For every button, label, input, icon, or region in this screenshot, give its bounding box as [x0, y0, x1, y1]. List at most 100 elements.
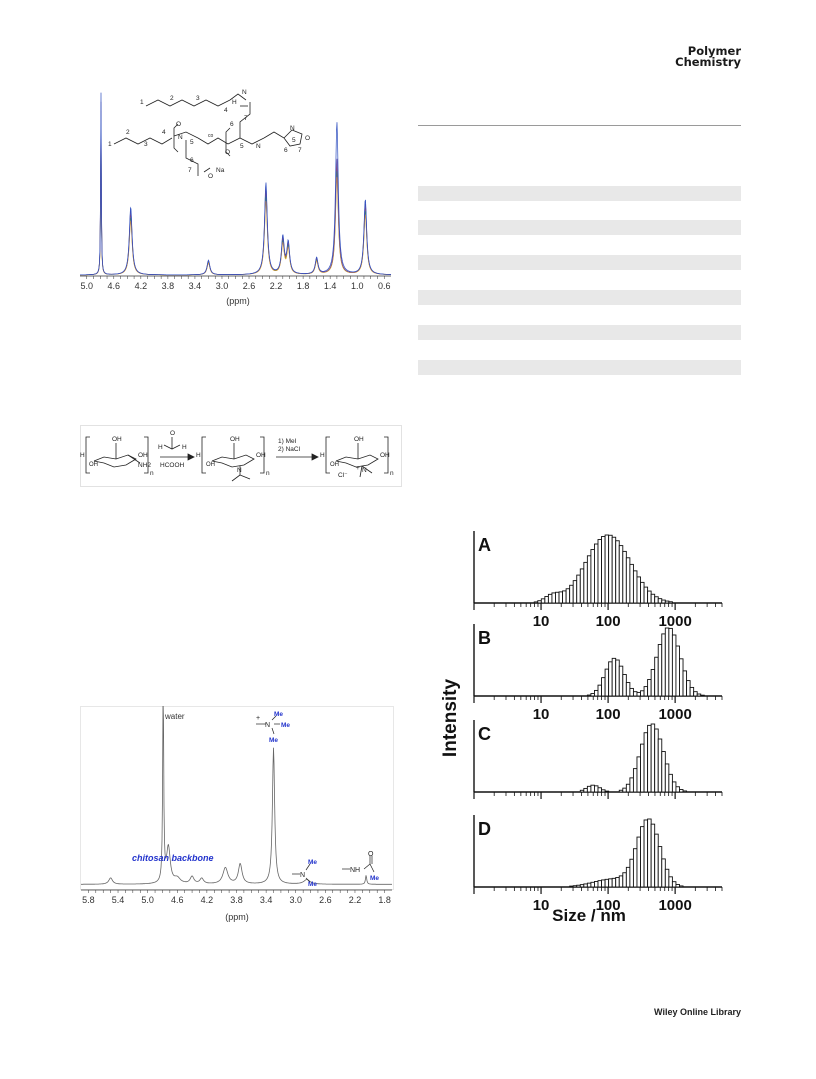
histogram-bar [579, 884, 585, 888]
tick-label: 1.4 [324, 281, 337, 291]
tick-label: 1.0 [351, 281, 364, 291]
tick-label: 5.4 [112, 895, 125, 905]
tick-label: 3.8 [162, 281, 175, 291]
position-number: 1 [108, 141, 112, 148]
atom-label: Na [216, 167, 225, 174]
dls-size-distribution: A 10 100 1000 B 10 100 1000 C D 10 100 1000 Intensit… [440, 531, 723, 925]
histogram-bar [657, 598, 663, 604]
position-number: 3 [144, 141, 148, 148]
histogram-bar [551, 592, 556, 604]
atom-label: OH [354, 436, 364, 443]
histogram-bar [533, 601, 539, 604]
histogram-bar [682, 670, 688, 697]
atom-label: NH [350, 867, 360, 874]
structure-atom-labels: N H N O O Na co O N N O [176, 89, 310, 180]
position-number: 6 [230, 121, 234, 128]
peak-label: 7 [263, 88, 269, 91]
spectrum-line [81, 706, 392, 885]
atom-label: H [232, 99, 237, 106]
histogram-bar [682, 790, 688, 793]
scheme-bonds [85, 436, 389, 482]
histogram-bar [661, 858, 666, 888]
atom-label: OH [89, 462, 98, 468]
histogram-bar [643, 586, 649, 604]
histogram-bar [643, 686, 649, 697]
atom-label: OH [380, 452, 390, 459]
histogram-bar [650, 823, 656, 888]
histogram-bar [675, 645, 680, 697]
histogram-bar [622, 674, 627, 697]
histogram-bar [625, 682, 631, 697]
histogram-bar [629, 563, 634, 604]
histogram-bar [632, 768, 638, 793]
repeat-n: n [266, 470, 270, 477]
histogram-bar [657, 738, 663, 793]
tick-label: 2.6 [243, 281, 256, 291]
histogram-bar [693, 691, 698, 697]
histogram-bar [668, 601, 673, 604]
histogram-bar [608, 878, 613, 888]
table-row [418, 360, 741, 375]
histogram-bar [668, 773, 673, 793]
peak-label: 4 [206, 88, 212, 91]
reagent-label: H [158, 444, 163, 451]
water-label: water [164, 712, 185, 721]
histogram-bar [569, 885, 574, 888]
histogram-bar [594, 689, 599, 697]
tick-label: 3.0 [216, 281, 229, 291]
tick-label: 100 [596, 613, 621, 630]
tick-label: 3.8 [230, 895, 243, 905]
x-axis-ticks: 5.0 4.6 4.2 3.8 3.4 3.0 2.6 2.2 1.8 1.4 1.0 0.6 [81, 276, 390, 291]
histogram-bar [586, 694, 592, 697]
histogram-bar [643, 819, 649, 888]
histogram-bar [647, 818, 652, 888]
histogram-bar [647, 590, 652, 604]
histogram-bar [590, 881, 595, 888]
histogram-bar [590, 693, 595, 697]
atom-label: N [265, 722, 270, 729]
tick-label: 10 [533, 706, 550, 723]
histogram-bar [679, 658, 684, 697]
spectrum-frame [80, 706, 394, 890]
nmr-spectrum-top: N H N O O Na co O N N O 1 2 3 4 1 2 3 4 … [80, 88, 392, 306]
histogram-bar [601, 536, 606, 604]
histogram-bar [661, 751, 666, 793]
reagent-label: 2) NaCl [278, 446, 301, 453]
position-number: 2 [126, 129, 130, 136]
histogram-bar [622, 787, 627, 793]
atom-label: H [80, 452, 85, 459]
atom-label: H [320, 452, 325, 459]
tick-label: 3.0 [289, 895, 302, 905]
atom-label: N [178, 134, 183, 141]
histogram-bar [594, 543, 599, 604]
histogram-bar [664, 627, 670, 697]
histogram-bar [586, 882, 592, 888]
position-number: 2 [170, 95, 174, 102]
histogram-bar [583, 883, 588, 888]
tick-label: 1.8 [378, 895, 391, 905]
histogram-bar [555, 591, 560, 604]
histogram-bar [618, 789, 624, 793]
peak-label: 2 [334, 88, 340, 91]
position-number: 5 [240, 143, 244, 150]
position-number: 4 [162, 129, 166, 136]
histogram-bar [572, 580, 578, 604]
histogram-bar [632, 691, 638, 697]
nmr-spectrum-bottom: 5.8 5.4 5.0 4.6 4.2 3.8 3.4 3.0 2.6 2.2 1.8 water … [80, 706, 394, 922]
journal-name-line2: Chemistry [675, 55, 741, 69]
tick-label: 4.6 [108, 281, 121, 291]
histogram-bar [636, 836, 641, 888]
position-number: 7 [298, 147, 302, 154]
x-axis-label: (ppm) [225, 912, 249, 922]
tick-label: 3.4 [260, 895, 273, 905]
histogram-bar [629, 777, 634, 793]
table-row [418, 325, 741, 340]
atom-label: NH2 [138, 462, 151, 469]
histogram-bar [647, 679, 652, 697]
tick-label: 1000 [658, 706, 691, 723]
table-row [418, 290, 741, 305]
histogram-bar [625, 866, 631, 888]
histogram-bar [671, 634, 677, 697]
histogram-bar [654, 656, 659, 697]
histogram-bar [601, 789, 606, 793]
